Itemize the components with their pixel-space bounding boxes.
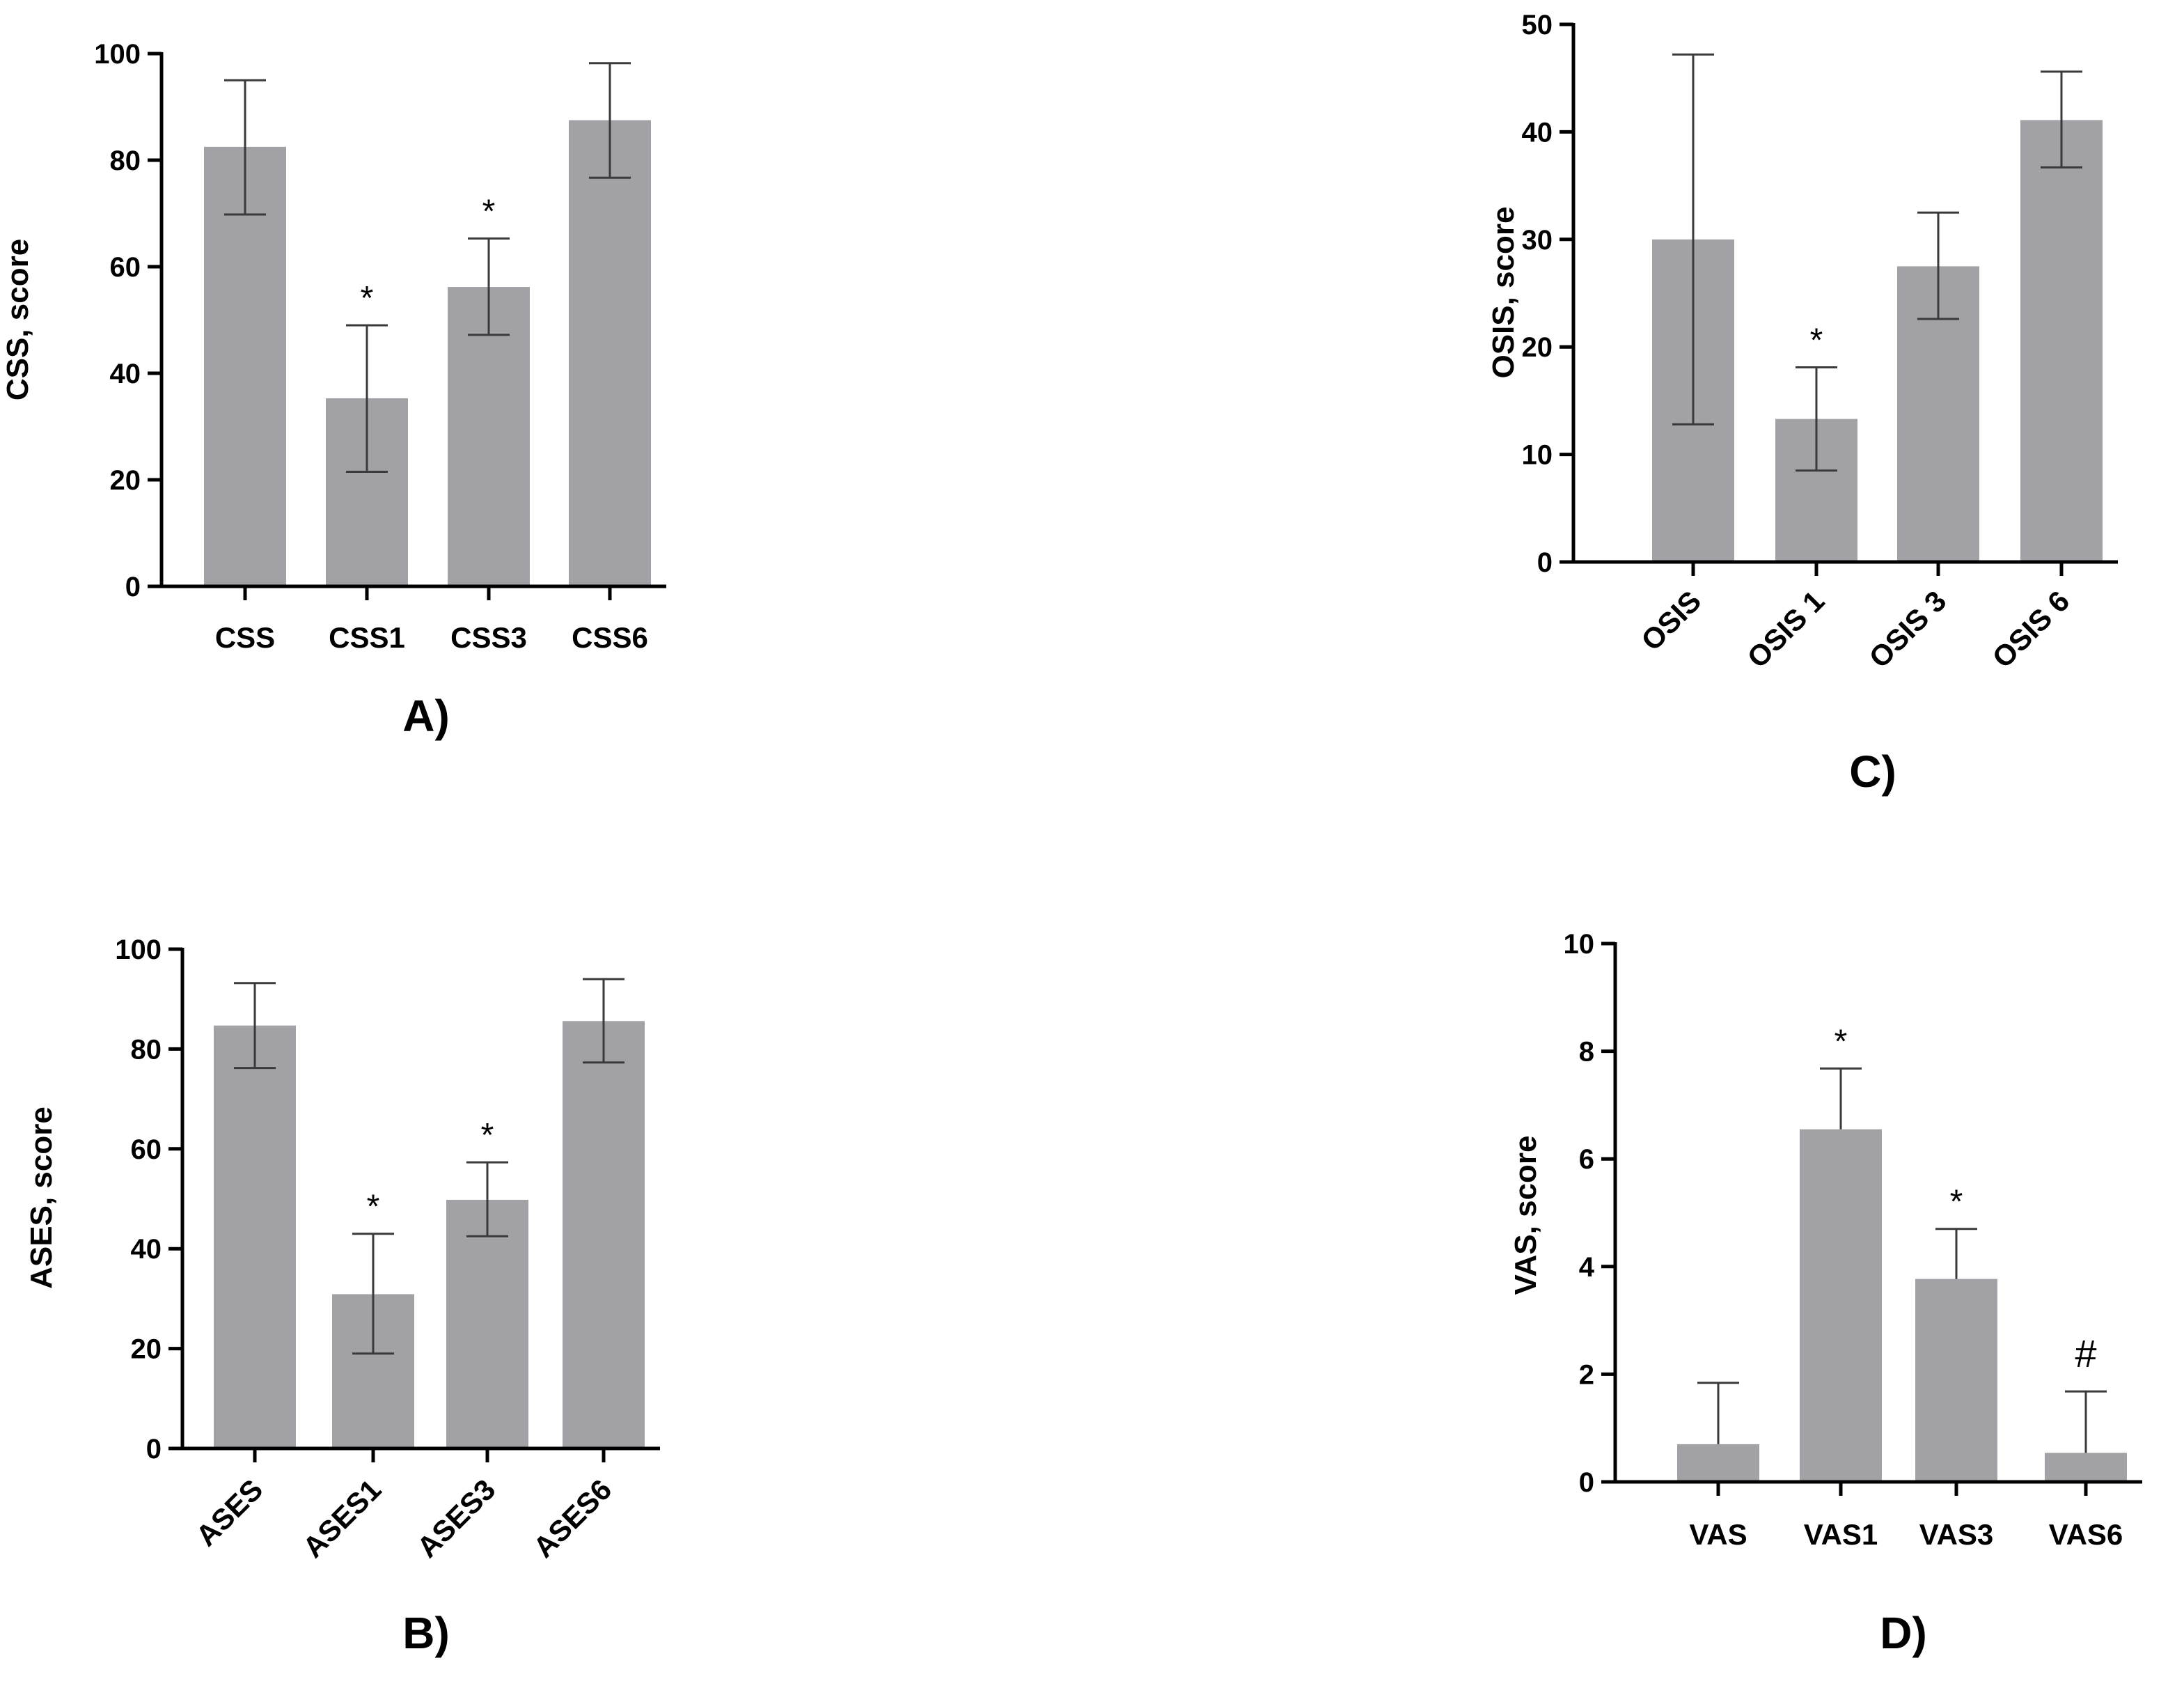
panel-d-bar-vas3 <box>1915 1279 1997 1482</box>
panel-b-y-tick-label: 20 <box>131 1334 162 1365</box>
panel-c-y-tick-label: 40 <box>1522 117 1553 148</box>
panel-d-y-tick-label: 6 <box>1579 1144 1594 1175</box>
panel-d-y-tick-label: 8 <box>1579 1037 1594 1068</box>
panel-a-category-label: CSS1 <box>329 621 405 654</box>
panel-a-label: A) <box>402 691 450 741</box>
panel-b-y-tick-label: 40 <box>131 1234 162 1265</box>
panel-b-label: B) <box>402 1608 450 1658</box>
panel-c-bar-osis6 <box>2020 120 2103 562</box>
panel-d-y-tick-label: 0 <box>1579 1467 1594 1498</box>
panel-b-y-tick-label: 80 <box>131 1034 162 1065</box>
panel-d-category-label: VAS3 <box>1919 1518 1994 1551</box>
panel-d-hash-marker: # <box>2075 1331 2096 1375</box>
panel-d-y-tick-label: 4 <box>1579 1252 1595 1283</box>
panel-a-y-tick-label: 40 <box>110 359 141 389</box>
panel-d-bar-vas6 <box>2045 1453 2127 1482</box>
panel-a-category-label: CSS3 <box>450 621 527 654</box>
panel-c-y-tick-label: 10 <box>1522 440 1553 471</box>
panel-d-y-axis-title: VAS, score <box>1509 1135 1543 1295</box>
panel-c-y-tick-label: 50 <box>1522 10 1553 40</box>
panel-d-bar-vas1 <box>1800 1129 1882 1482</box>
panel-a-bar-css6 <box>569 120 651 586</box>
panel-d-category-label: VAS <box>1689 1518 1747 1551</box>
panel-d-y-tick-label: 10 <box>1564 929 1595 960</box>
panel-b-asterisk-marker: * <box>481 1117 494 1154</box>
panel-c-y-tick-label: 30 <box>1522 225 1553 256</box>
panel-a-y-tick-label: 80 <box>110 146 141 176</box>
panel-b-asterisk-marker: * <box>367 1189 380 1226</box>
panel-d-asterisk-marker: * <box>1835 1023 1848 1060</box>
panel-d-y-tick-label: 2 <box>1579 1359 1594 1390</box>
panel-a-bar-css3 <box>448 287 530 586</box>
panel-c-category-label: OSIS 3 <box>1862 584 1952 674</box>
panel-a-bar-css <box>204 146 286 586</box>
panel-b-y-tick-label: 100 <box>115 935 162 965</box>
panel-d-label: D) <box>1880 1608 1927 1658</box>
panel-a-category-label: CSS <box>215 621 275 654</box>
panel-b-bar-ases6 <box>563 1021 645 1448</box>
panel-b-y-tick-label: 60 <box>131 1134 162 1165</box>
panel-c-category-label: OSIS 1 <box>1741 584 1830 674</box>
panel-b-bar-ases <box>214 1025 296 1448</box>
panel-d-asterisk-marker: * <box>1950 1184 1963 1221</box>
panel-c-y-axis-title: OSIS, score <box>1486 206 1521 378</box>
panel-d-category-label: VAS6 <box>2049 1518 2123 1551</box>
panel-a-y-tick-label: 100 <box>94 39 141 70</box>
panel-a-y-axis-title: CSS, score <box>1 239 35 400</box>
panel-a-asterisk-marker: * <box>482 193 496 230</box>
panel-c-y-tick-label: 0 <box>1537 547 1553 578</box>
panel-c-y-tick-label: 20 <box>1522 332 1553 363</box>
panel-a-y-tick-label: 20 <box>110 465 141 496</box>
panel-d-category-label: VAS1 <box>1804 1518 1878 1551</box>
panel-c-category-label: OSIS 6 <box>1986 584 2075 674</box>
panel-d-bar-vas <box>1677 1444 1759 1482</box>
panel-a-asterisk-marker: * <box>361 280 374 317</box>
panel-b-category-label: ASES3 <box>411 1473 502 1564</box>
panel-b-category-label: ASES1 <box>297 1473 388 1564</box>
panel-c-category-label: OSIS <box>1635 584 1707 657</box>
panel-b-category-label: ASES6 <box>527 1473 618 1564</box>
panel-a-y-tick-label: 60 <box>110 252 141 283</box>
panel-a-category-label: CSS6 <box>572 621 648 654</box>
panel-c-label: C) <box>1849 747 1896 797</box>
panel-b-category-label: ASES <box>189 1473 269 1552</box>
panel-b-bar-ases3 <box>446 1199 528 1448</box>
panel-c-asterisk-marker: * <box>1810 322 1823 359</box>
panel-a-y-tick-label: 0 <box>125 572 141 602</box>
panel-b-y-tick-label: 0 <box>146 1434 162 1464</box>
panel-b-y-axis-title: ASES, score <box>24 1107 58 1289</box>
